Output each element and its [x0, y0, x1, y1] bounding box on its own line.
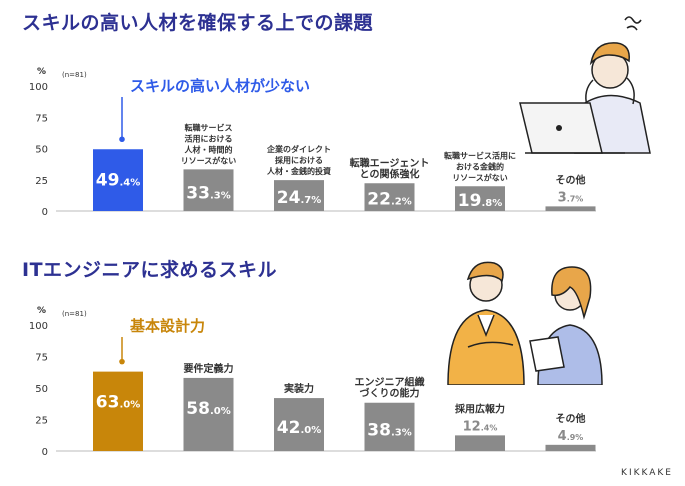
bar-1 — [93, 371, 143, 451]
kikkake-logo: KIKKAKE — [621, 468, 673, 478]
value-label-6: 3.7% — [558, 190, 584, 205]
category-label-2: 要件定義力 — [184, 362, 234, 375]
value-label-4: 22.2% — [367, 190, 411, 210]
chart1-title: スキルの高い人材を確保する上での課題 — [22, 12, 374, 34]
y-tick-label: 25 — [35, 416, 48, 427]
callout-dot — [119, 136, 125, 143]
y-unit-label: % — [37, 67, 46, 77]
bar-4 — [364, 183, 415, 211]
sample-size-note: (n=81) — [62, 310, 87, 318]
callout-text: 基本設計力 — [129, 317, 205, 335]
bar-6 — [545, 444, 596, 451]
bar-3 — [274, 398, 324, 451]
chart1: % (n=81) 0 25 50 75 100 49.4% 33.3% 転職サービス活用における人… — [29, 67, 596, 218]
value-label-1: 49.4% — [96, 170, 140, 190]
value-label-1: 63.0% — [96, 393, 140, 413]
y-unit-label: % — [37, 306, 46, 316]
bar-6 — [545, 206, 596, 211]
bar-4 — [364, 402, 415, 451]
category-label-2: 転職サービス活用における人材・時間的リソースがない — [181, 122, 237, 165]
sample-size-note: (n=81) — [62, 71, 87, 79]
y-tick-label: 75 — [35, 353, 48, 364]
category-label-4: エンジニア組織づくりの能力 — [355, 376, 425, 400]
value-label-4: 38.3% — [367, 420, 411, 440]
laptop-worried-person-illustration — [519, 16, 651, 154]
value-label-5: 12.4% — [463, 419, 498, 434]
category-label-5: 転職サービス活用における金銭的リソースがない — [444, 150, 516, 182]
value-label-3: 42.0% — [277, 418, 321, 438]
value-label-5: 19.8% — [458, 191, 502, 211]
y-tick-label: 75 — [35, 113, 48, 124]
chart2-title: ITエンジニアに求めるスキル — [22, 259, 278, 281]
category-label-3: 企業のダイレクト採用における人材・金銭的投資 — [266, 144, 331, 176]
two-people-discussion-illustration — [447, 261, 603, 385]
category-label-6: その他 — [556, 173, 586, 186]
bar-3 — [274, 180, 324, 211]
category-label-4: 転職エージェントとの関係強化 — [350, 156, 430, 180]
y-tick-label: 100 — [29, 321, 48, 332]
value-label-2: 58.0% — [186, 399, 230, 419]
bar-2 — [183, 169, 234, 211]
bar-5 — [455, 186, 505, 211]
y-tick-label: 50 — [35, 384, 48, 395]
category-label-5: 採用広報力 — [455, 402, 505, 415]
callout-text: スキルの高い人材が少ない — [130, 77, 310, 95]
bar-1 — [93, 149, 143, 211]
bar-2 — [183, 377, 234, 451]
y-tick-label: 100 — [29, 82, 48, 93]
y-tick-label: 0 — [42, 207, 48, 218]
y-tick-label: 0 — [42, 447, 48, 458]
category-label-3: 実装力 — [284, 382, 314, 395]
y-tick-label: 50 — [35, 145, 48, 156]
category-label-6: その他 — [556, 412, 586, 425]
bar-5 — [455, 435, 505, 451]
y-tick-label: 25 — [35, 176, 48, 187]
value-label-6: 4.9% — [558, 429, 584, 444]
value-label-3: 24.7% — [277, 188, 321, 208]
value-label-2: 33.3% — [186, 183, 230, 203]
callout-dot — [119, 358, 125, 365]
